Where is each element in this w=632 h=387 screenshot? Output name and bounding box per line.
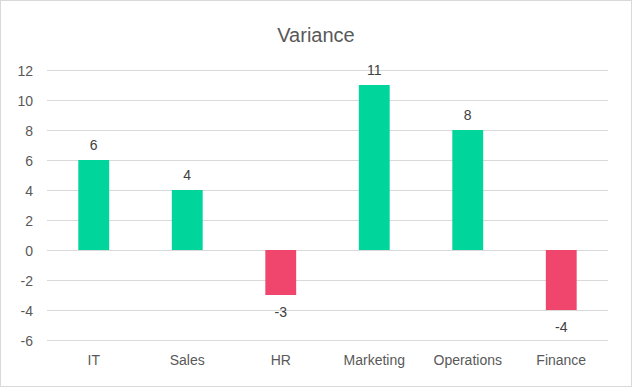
data-label: 6 bbox=[90, 137, 98, 153]
x-tick-label: HR bbox=[271, 352, 291, 368]
y-tick-label: -2 bbox=[21, 273, 34, 289]
grid-line bbox=[47, 340, 608, 341]
grid-line bbox=[47, 130, 608, 131]
bar bbox=[359, 85, 390, 250]
chart-container: Variance -6 -4 -2 0 2 4 6 8 10 12 6 4 -3 11 8 -4 IT Sales H… bbox=[0, 0, 632, 387]
x-tick-label: Sales bbox=[170, 352, 205, 368]
grid-line bbox=[47, 310, 608, 311]
grid-line bbox=[47, 160, 608, 161]
grid-line bbox=[47, 250, 608, 251]
y-tick-label: 2 bbox=[25, 213, 33, 229]
data-label: -3 bbox=[275, 304, 288, 320]
data-label: 8 bbox=[464, 107, 472, 123]
data-label: -4 bbox=[555, 319, 568, 335]
y-tick-label: 0 bbox=[25, 243, 33, 259]
bars-group bbox=[78, 85, 576, 310]
grid-line bbox=[47, 190, 608, 191]
x-tick-label: Marketing bbox=[344, 352, 405, 368]
y-tick-label: 12 bbox=[17, 63, 33, 79]
bar bbox=[78, 160, 109, 250]
grid-line bbox=[47, 280, 608, 281]
chart-svg: Variance -6 -4 -2 0 2 4 6 8 10 12 6 4 -3 11 8 -4 IT Sales H… bbox=[0, 0, 632, 387]
y-tick-label: 8 bbox=[25, 123, 33, 139]
y-tick-label: -4 bbox=[21, 303, 34, 319]
grid-line bbox=[47, 220, 608, 221]
bar bbox=[546, 250, 577, 310]
grid-line bbox=[47, 100, 608, 101]
bar bbox=[172, 190, 203, 250]
data-label: 4 bbox=[183, 167, 191, 183]
chart-frame bbox=[1, 1, 632, 387]
y-tick-label: -6 bbox=[21, 333, 34, 349]
chart-title: Variance bbox=[277, 24, 354, 46]
x-tick-label: Finance bbox=[536, 352, 586, 368]
y-tick-label: 6 bbox=[25, 153, 33, 169]
y-tick-label: 10 bbox=[17, 93, 33, 109]
x-tick-label: IT bbox=[88, 352, 101, 368]
bar bbox=[452, 130, 483, 250]
y-tick-label: 4 bbox=[25, 183, 33, 199]
data-label: 11 bbox=[367, 62, 382, 78]
bar bbox=[265, 250, 296, 295]
x-tick-label: Operations bbox=[434, 352, 502, 368]
grid-line bbox=[47, 70, 608, 71]
